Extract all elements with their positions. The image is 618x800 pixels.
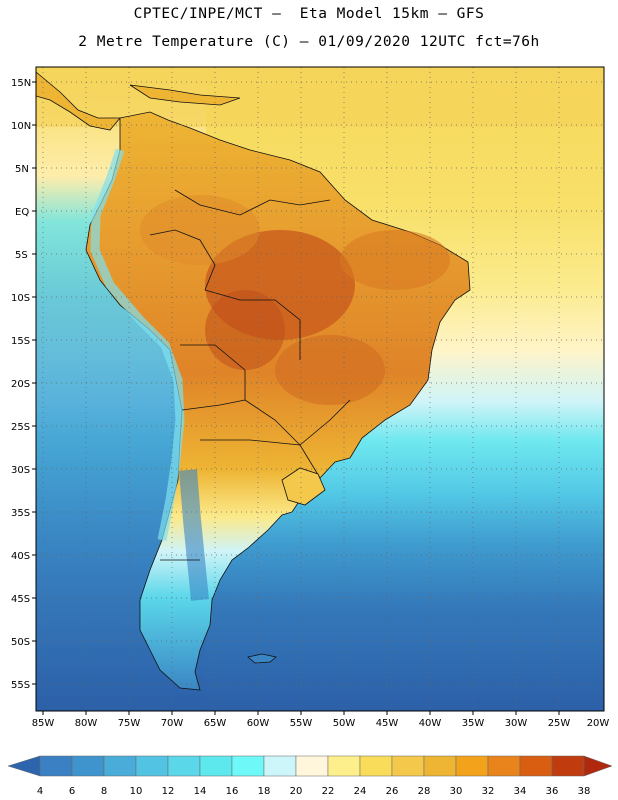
country-borders: [149, 189, 351, 561]
lon-label: 65W: [204, 718, 227, 729]
title-line-2: 2 Metre Temperature (C) – 01/09/2020 12U…: [78, 34, 540, 50]
lat-label: 10N: [11, 121, 31, 132]
lon-label: 40W: [419, 718, 442, 729]
lon-label: 60W: [247, 718, 270, 729]
lat-label: 35S: [11, 508, 30, 519]
lon-label: 70W: [161, 718, 184, 729]
central-america-land: [36, 71, 121, 131]
legend-label: 16: [226, 786, 239, 797]
lat-label: EQ: [15, 207, 29, 218]
legend-swatch: [199, 755, 233, 777]
lon-label: 45W: [376, 718, 399, 729]
legend-label: 28: [418, 786, 431, 797]
legend-label: 36: [546, 786, 559, 797]
legend-label: 26: [386, 786, 399, 797]
legend-swatch: [391, 755, 425, 777]
legend-swatch: [231, 755, 265, 777]
legend-label: 24: [354, 786, 367, 797]
latitude-labels: 15N 10N 5N EQ 5S 10S 15S 20S 25S 30S 35S…: [11, 78, 31, 691]
title-line-1: CPTEC/INPE/MCT – Eta Model 15km – GFS: [133, 6, 485, 22]
lon-label: 35W: [462, 718, 485, 729]
lon-label: 25W: [548, 718, 571, 729]
legend-swatch: [167, 755, 201, 777]
lat-label: 20S: [11, 379, 30, 390]
legend-label: 32: [482, 786, 495, 797]
legend-label: 12: [162, 786, 175, 797]
lon-label: 55W: [290, 718, 313, 729]
lon-label: 50W: [333, 718, 356, 729]
map-frame: [35, 66, 605, 712]
lat-label: 5N: [15, 164, 29, 175]
lat-label: 10S: [11, 293, 30, 304]
legend-swatch: [295, 755, 329, 777]
color-legend: [7, 755, 613, 777]
lat-label: 25S: [11, 422, 30, 433]
legend-label: 8: [101, 786, 107, 797]
lat-label: 15N: [11, 78, 31, 89]
lat-label: 30S: [11, 465, 30, 476]
legend-label: 34: [514, 786, 527, 797]
legend-swatch: [327, 755, 361, 777]
legend-labels: 4 6 8 10 12 14 16 18 20 22 24 26 28 30 3…: [37, 786, 591, 797]
legend-label: 20: [290, 786, 303, 797]
lon-label: 30W: [505, 718, 528, 729]
legend-label: 18: [258, 786, 271, 797]
legend-arrow-high: [583, 755, 613, 777]
lon-label: 75W: [118, 718, 141, 729]
legend-label: 22: [322, 786, 335, 797]
legend-swatch: [519, 755, 553, 777]
legend-label: 10: [130, 786, 143, 797]
legend-label: 30: [450, 786, 463, 797]
lat-label: 45S: [11, 594, 30, 605]
legend-label: 6: [69, 786, 75, 797]
legend-swatch: [39, 755, 73, 777]
lon-label: 85W: [32, 718, 55, 729]
legend-swatch: [103, 755, 137, 777]
lat-label: 5S: [15, 250, 28, 261]
legend-swatch: [135, 755, 169, 777]
lat-label: 15S: [11, 336, 30, 347]
legend-label: 38: [578, 786, 591, 797]
lon-label: 20W: [587, 718, 610, 729]
lat-label: 55S: [11, 680, 30, 691]
lat-label: 50S: [11, 637, 30, 648]
legend-label: 4: [37, 786, 43, 797]
legend-arrow-low: [7, 755, 41, 777]
lon-label: 80W: [75, 718, 98, 729]
legend-swatch: [487, 755, 521, 777]
legend-swatch: [551, 755, 585, 777]
legend-label: 14: [194, 786, 207, 797]
legend-swatch: [455, 755, 489, 777]
legend-swatch: [71, 755, 105, 777]
lat-label: 40S: [11, 551, 30, 562]
longitude-labels: 85W 80W 75W 70W 65W 60W 55W 50W 45W 40W …: [32, 718, 610, 729]
legend-swatch: [423, 755, 457, 777]
legend-swatch: [263, 755, 297, 777]
legend-swatch: [359, 755, 393, 777]
